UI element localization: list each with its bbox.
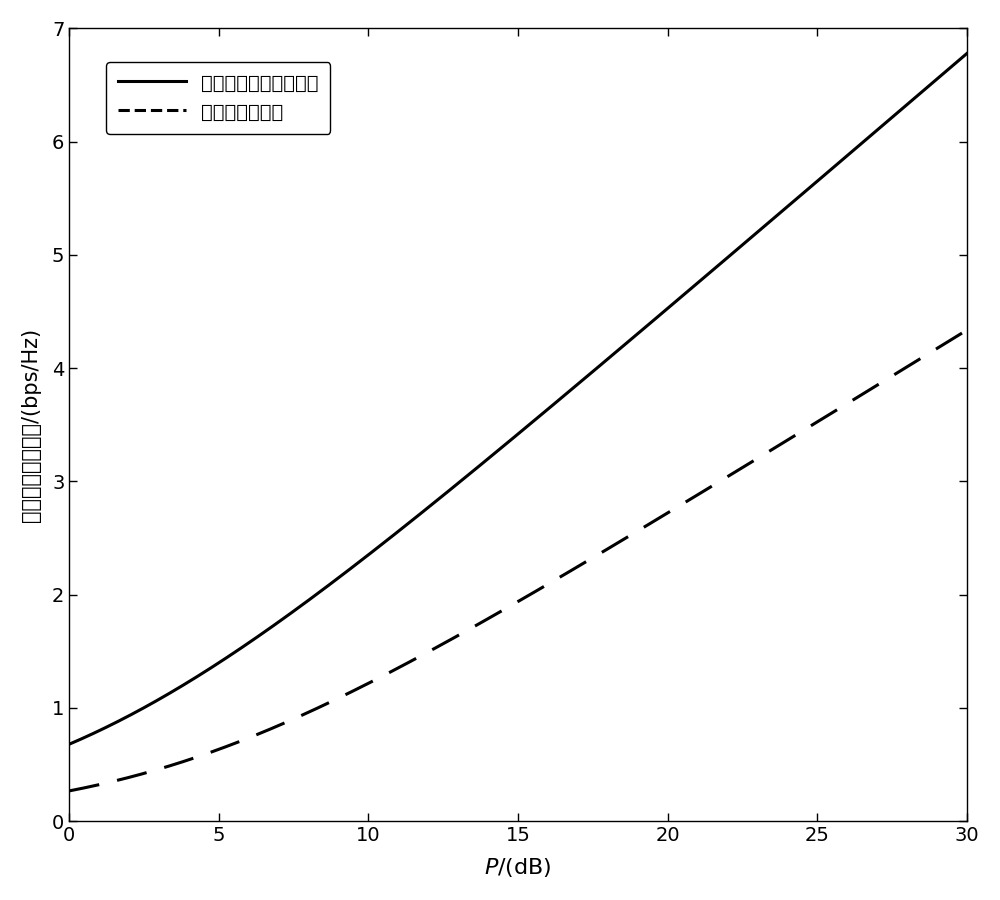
本发明所提全双工方案	[109, 717, 121, 728]
传统半双工方案	[934, 341, 946, 352]
本发明所提全双工方案	[63, 739, 75, 750]
本发明所提全双工方案	[500, 439, 512, 450]
Line: 本发明所提全双工方案: 本发明所提全双工方案	[69, 53, 967, 744]
本发明所提全双工方案	[935, 70, 947, 81]
本发明所提全双工方案	[770, 211, 782, 221]
传统半双工方案	[63, 786, 75, 796]
本发明所提全双工方案	[476, 458, 488, 469]
Legend: 本发明所提全双工方案, 传统半双工方案: 本发明所提全双工方案, 传统半双工方案	[106, 62, 330, 133]
传统半双工方案	[961, 325, 973, 336]
本发明所提全双工方案	[934, 71, 946, 82]
Line: 传统半双工方案: 传统半双工方案	[69, 330, 967, 791]
传统半双工方案	[935, 341, 947, 352]
传统半双工方案	[109, 776, 121, 787]
传统半双工方案	[500, 603, 512, 614]
传统半双工方案	[476, 616, 488, 627]
X-axis label: $\mathit{P}$/(dB): $\mathit{P}$/(dB)	[484, 856, 552, 879]
Y-axis label: 遍历可达安全速率/(bps/Hz): 遍历可达安全速率/(bps/Hz)	[21, 328, 41, 522]
本发明所提全双工方案	[961, 48, 973, 58]
传统半双工方案	[770, 442, 782, 453]
